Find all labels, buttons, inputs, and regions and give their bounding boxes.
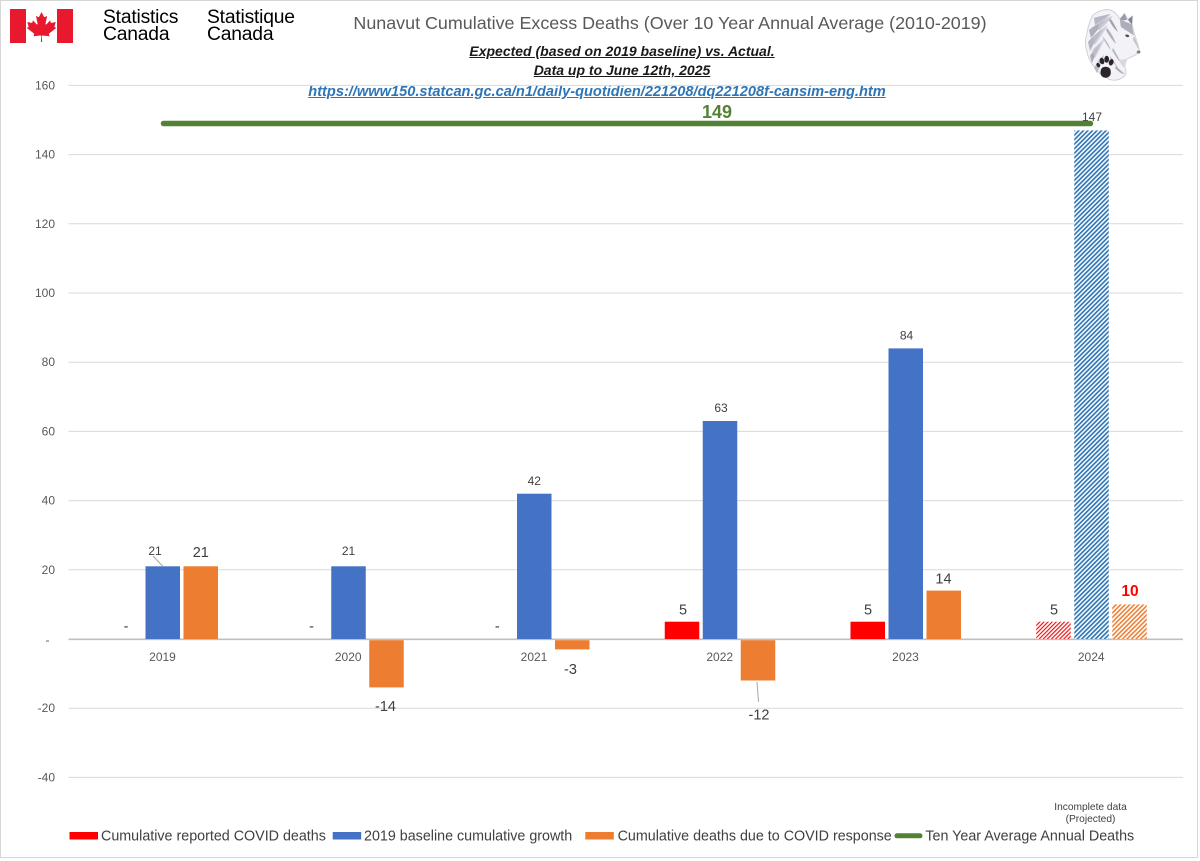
svg-text:80: 80 (42, 355, 56, 369)
svg-text:147: 147 (1082, 110, 1102, 124)
svg-text:-40: -40 (38, 770, 56, 784)
svg-text:140: 140 (35, 148, 55, 162)
svg-text:63: 63 (714, 401, 728, 415)
svg-text:21: 21 (193, 545, 209, 561)
svg-text:160: 160 (35, 78, 55, 92)
svg-text:2020: 2020 (335, 650, 362, 664)
svg-text:40: 40 (42, 494, 56, 508)
svg-text:Incomplete data: Incomplete data (1054, 802, 1127, 813)
svg-text:-3: -3 (564, 662, 577, 678)
svg-text:2024: 2024 (1078, 650, 1105, 664)
svg-text:2022: 2022 (706, 650, 733, 664)
svg-text:42: 42 (528, 474, 542, 488)
svg-text:2019 baseline cumulative growt: 2019 baseline cumulative growth (364, 829, 572, 845)
svg-text:5: 5 (864, 603, 872, 619)
svg-text:2021: 2021 (521, 650, 548, 664)
svg-text:-: - (124, 619, 129, 635)
svg-text:10: 10 (1121, 583, 1138, 600)
svg-text:Ten Year Average Annual Deaths: Ten Year Average Annual Deaths (925, 829, 1134, 845)
svg-text:-: - (309, 619, 314, 635)
svg-text:60: 60 (42, 424, 56, 438)
svg-text:Cumulative deaths due to COVID: Cumulative deaths due to COVID response (618, 829, 892, 845)
svg-text:2023: 2023 (892, 650, 919, 664)
svg-text:Cumulative reported COVID deat: Cumulative reported COVID deaths (101, 829, 326, 845)
svg-text:-: - (46, 633, 50, 647)
svg-text:(Projected): (Projected) (1066, 814, 1116, 825)
svg-text:-20: -20 (38, 701, 56, 715)
svg-text:14: 14 (935, 572, 951, 588)
svg-text:100: 100 (35, 286, 55, 300)
svg-text:21: 21 (342, 544, 356, 558)
svg-text:5: 5 (679, 603, 687, 619)
svg-text:5: 5 (1050, 603, 1058, 619)
svg-text:-: - (495, 619, 500, 635)
svg-text:21: 21 (148, 544, 162, 558)
svg-text:84: 84 (900, 329, 914, 343)
svg-text:2019: 2019 (149, 650, 176, 664)
svg-text:120: 120 (35, 217, 55, 231)
svg-text:-12: -12 (749, 708, 770, 724)
svg-text:20: 20 (42, 563, 56, 577)
svg-text:-14: -14 (375, 699, 396, 715)
